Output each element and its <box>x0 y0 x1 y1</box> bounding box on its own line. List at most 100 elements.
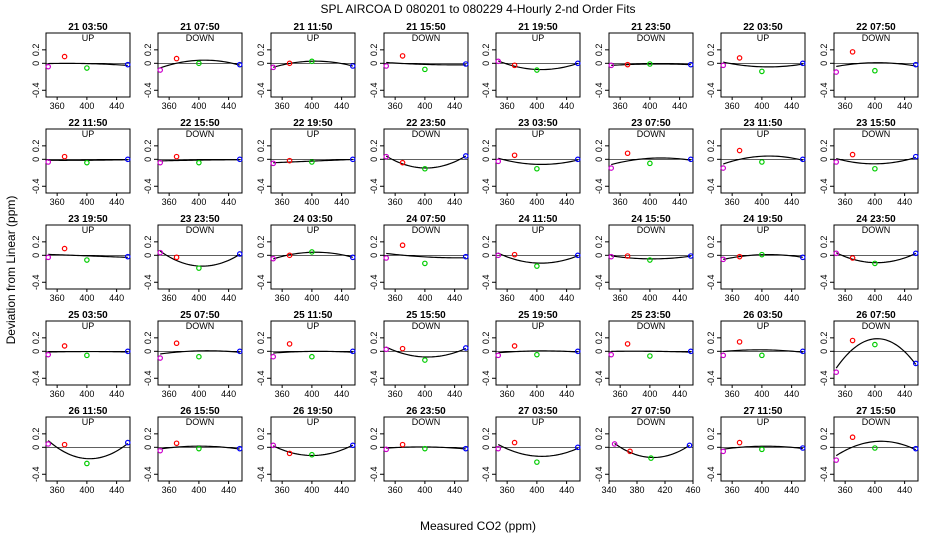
y-tick-label: -0.4 <box>481 83 491 99</box>
y-tick-label: -0.4 <box>369 83 379 99</box>
x-tick-label: 400 <box>867 197 882 207</box>
data-point <box>196 265 202 271</box>
y-tick-label: 0 <box>481 349 491 354</box>
y-tick-label: 0.2 <box>369 236 379 249</box>
y-tick-label: -0.4 <box>481 467 491 483</box>
panel-title: 21 07:50 <box>180 22 220 33</box>
data-point <box>833 69 840 75</box>
figure-title: SPL AIRCOA D 080201 to 080229 4-Hourly 2… <box>320 2 635 16</box>
y-tick-label: 0.2 <box>819 236 829 249</box>
panel-title: 25 15:50 <box>406 310 446 321</box>
y-tick-label: -0.4 <box>256 83 266 99</box>
fit-curve <box>614 442 690 459</box>
data-point <box>462 153 469 159</box>
panel-title: 25 19:50 <box>518 310 558 321</box>
y-tick-label: 0.2 <box>143 44 153 57</box>
y-tick-label: 0.2 <box>256 332 266 345</box>
x-tick-label: 360 <box>388 101 403 111</box>
fit-curve <box>498 350 578 354</box>
y-tick-label: -0.4 <box>31 179 41 195</box>
fit-curve <box>272 444 354 457</box>
x-tick-label: 440 <box>784 485 799 495</box>
data-point <box>574 60 581 67</box>
x-tick-label: 360 <box>50 389 65 399</box>
data-point <box>495 58 502 65</box>
y-tick-label: 0 <box>256 157 266 162</box>
x-tick-label: 440 <box>109 197 124 207</box>
panel-direction: DOWN <box>637 417 666 427</box>
y-tick-label: -0.4 <box>481 275 491 291</box>
x-tick-label: 360 <box>838 197 853 207</box>
data-point <box>157 447 164 454</box>
x-tick-label: 360 <box>838 485 853 495</box>
y-tick-label: 0 <box>481 157 491 162</box>
data-point <box>157 249 164 256</box>
data-point <box>286 341 293 347</box>
y-tick-label: 0.2 <box>594 428 604 441</box>
x-tick-label: 360 <box>388 197 403 207</box>
x-tick-label: 360 <box>838 293 853 303</box>
panel-direction: UP <box>307 321 320 331</box>
fit-curve <box>273 350 353 354</box>
y-tick-label: -0.4 <box>143 83 153 99</box>
panel-direction: DOWN <box>412 225 441 235</box>
x-tick-label: 360 <box>275 197 290 207</box>
x-tick-label: 400 <box>304 485 319 495</box>
panel-direction: DOWN <box>186 225 215 235</box>
data-point <box>270 64 277 71</box>
y-tick-label: -0.4 <box>706 275 716 291</box>
data-point <box>196 159 202 166</box>
y-tick-label: 0 <box>143 157 153 162</box>
y-tick-label: 0 <box>143 349 153 354</box>
data-point <box>574 444 581 451</box>
data-point <box>534 351 540 358</box>
data-point <box>61 441 68 448</box>
data-point <box>196 60 202 67</box>
panel-title: 23 23:50 <box>180 214 220 225</box>
data-point <box>84 460 90 467</box>
y-tick-label: 0 <box>481 253 491 258</box>
x-tick-label: 360 <box>500 389 515 399</box>
panel-title: 22 15:50 <box>180 118 220 129</box>
data-point <box>647 160 653 167</box>
data-point <box>720 165 727 171</box>
x-tick-label: 360 <box>613 389 628 399</box>
x-tick-label: 360 <box>275 293 290 303</box>
data-point <box>736 55 743 61</box>
data-point <box>422 260 428 267</box>
fit-curve <box>835 338 917 369</box>
y-tick-label: 0 <box>706 349 716 354</box>
fit-curve <box>498 60 578 71</box>
y-tick-label: 0 <box>31 349 41 354</box>
y-tick-label: -0.4 <box>594 371 604 387</box>
x-tick-label: 440 <box>221 389 236 399</box>
x-tick-label: 440 <box>559 101 574 111</box>
panel-title: 24 15:50 <box>631 214 671 225</box>
y-tick-label: 0 <box>256 349 266 354</box>
y-tick-label: -0.4 <box>706 179 716 195</box>
fit-curve <box>723 349 803 353</box>
data-point <box>61 53 68 60</box>
panel-direction: UP <box>757 417 770 427</box>
data-point <box>687 253 694 259</box>
fit-curve <box>385 346 467 358</box>
x-tick-label: 440 <box>559 389 574 399</box>
data-point <box>759 446 765 453</box>
data-point <box>799 60 806 67</box>
x-tick-label: 360 <box>275 101 290 111</box>
x-tick-label: 440 <box>559 485 574 495</box>
data-point <box>647 61 653 67</box>
panel-direction: UP <box>757 33 770 43</box>
x-tick-label: 400 <box>304 293 319 303</box>
panel-direction: DOWN <box>412 129 441 139</box>
x-tick-label: 400 <box>79 293 94 303</box>
panel-title: 27 07:50 <box>631 406 671 417</box>
y-tick-label: 0.2 <box>369 140 379 153</box>
